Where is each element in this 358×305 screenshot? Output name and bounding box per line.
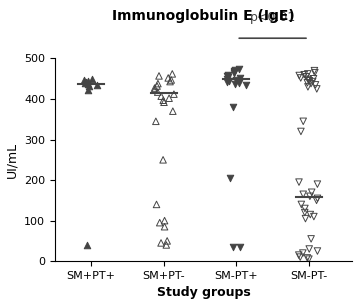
Point: [94, 82, 100, 87]
Point: [232, 67, 238, 72]
Point: [237, 245, 243, 249]
Point: [298, 76, 304, 81]
Point: [315, 249, 320, 253]
Point: [237, 75, 243, 80]
Point: [231, 70, 237, 75]
Point: [170, 109, 176, 114]
Point: [236, 66, 242, 71]
Point: [85, 78, 91, 83]
Point: [305, 80, 310, 85]
Point: [152, 86, 158, 91]
Point: [304, 74, 309, 79]
Point: [306, 246, 312, 251]
Point: [312, 70, 318, 75]
Point: [164, 239, 170, 243]
Point: [154, 84, 160, 88]
Point: [303, 216, 308, 221]
Point: [243, 82, 249, 87]
Point: [307, 194, 313, 199]
Point: [232, 81, 238, 86]
X-axis label: Study groups: Study groups: [157, 286, 251, 300]
Point: [89, 76, 95, 81]
Point: [160, 157, 166, 162]
Point: [162, 224, 168, 229]
Point: [82, 80, 88, 85]
Point: [305, 77, 311, 82]
Point: [171, 92, 177, 97]
Point: [84, 242, 90, 247]
Point: [296, 253, 302, 257]
Point: [85, 88, 91, 92]
Point: [305, 71, 311, 76]
Point: [167, 79, 173, 84]
Point: [298, 129, 304, 134]
Point: [302, 206, 308, 211]
Point: [302, 210, 308, 215]
Point: [165, 76, 171, 81]
Point: [225, 74, 231, 79]
Point: [296, 180, 302, 185]
Point: [299, 202, 304, 207]
Text: p<0.01: p<0.01: [250, 11, 296, 24]
Point: [156, 74, 162, 78]
Point: [164, 242, 169, 247]
Point: [85, 81, 91, 86]
Point: [86, 84, 92, 88]
Point: [311, 76, 316, 81]
Point: [224, 76, 229, 81]
Point: [304, 256, 310, 260]
Point: [308, 81, 314, 86]
Point: [311, 68, 317, 73]
Point: [226, 78, 232, 83]
Point: [305, 84, 311, 89]
Point: [154, 202, 159, 207]
Point: [300, 251, 306, 256]
Point: [308, 212, 313, 217]
Point: [309, 190, 315, 195]
Point: [169, 71, 175, 76]
Y-axis label: UI/mL: UI/mL: [6, 142, 19, 178]
Point: [313, 82, 318, 87]
Point: [157, 220, 163, 225]
Point: [297, 255, 303, 260]
Point: [306, 78, 312, 83]
Point: [162, 218, 168, 223]
Point: [231, 245, 236, 249]
Point: [81, 77, 87, 82]
Point: [224, 79, 230, 84]
Point: [314, 198, 319, 203]
Point: [306, 257, 312, 262]
Point: [300, 192, 306, 197]
Point: [230, 105, 236, 109]
Point: [315, 182, 320, 187]
Point: [300, 119, 306, 124]
Point: [83, 80, 89, 84]
Point: [166, 96, 172, 101]
Point: [308, 236, 314, 241]
Point: [233, 77, 239, 82]
Point: [160, 98, 166, 103]
Point: [314, 86, 320, 91]
Point: [151, 88, 157, 92]
Point: [158, 240, 164, 245]
Point: [168, 77, 174, 82]
Point: [161, 100, 167, 105]
Point: [227, 176, 233, 181]
Point: [225, 72, 231, 77]
Point: [301, 72, 307, 77]
Point: [232, 69, 237, 74]
Point: [153, 119, 159, 124]
Point: [224, 73, 230, 78]
Point: [155, 90, 161, 95]
Point: [315, 196, 320, 201]
Point: [158, 94, 164, 99]
Point: [310, 79, 315, 84]
Point: [236, 80, 242, 85]
Point: [311, 214, 317, 219]
Point: [232, 71, 237, 76]
Point: [155, 81, 161, 86]
Title: Immunoglobulin E (IgE): Immunoglobulin E (IgE): [112, 9, 295, 23]
Point: [296, 73, 302, 78]
